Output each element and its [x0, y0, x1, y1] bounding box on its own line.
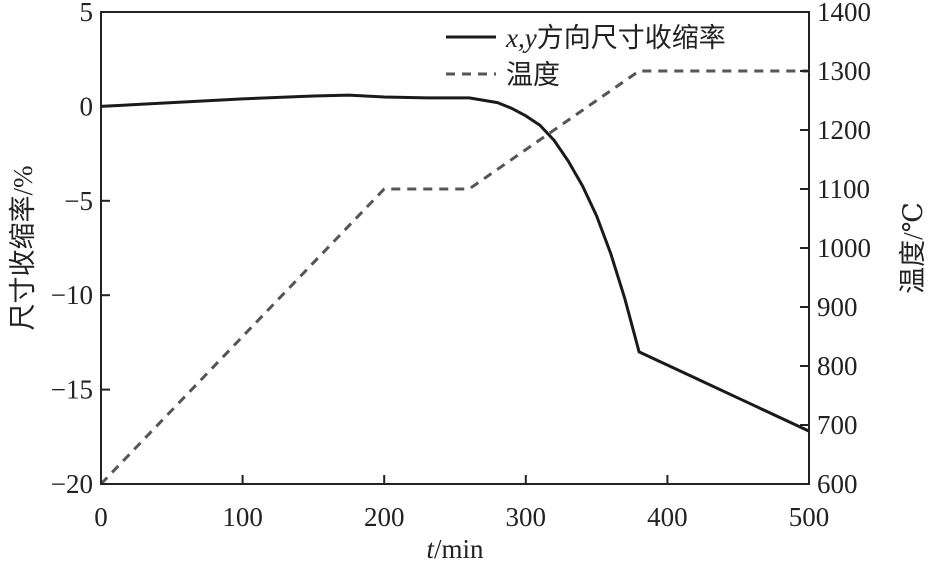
y-right-tick-label: 1100	[817, 174, 870, 204]
plot-frame	[100, 11, 810, 485]
legend-label-temperature: 温度	[506, 60, 560, 90]
y-axis-left-title: 尺寸收缩率/%	[8, 166, 38, 331]
legend: x,y方向尺寸收缩率 温度	[446, 23, 726, 90]
x-tick-label: 500	[789, 502, 830, 532]
y-left-tick-label: −10	[51, 280, 93, 310]
x-tick-label: 0	[94, 502, 108, 532]
y-right-tick-label: 900	[817, 292, 858, 322]
y-right-tick-label: 1300	[817, 56, 871, 86]
y-right-tick-label: 800	[817, 351, 858, 381]
x-tick-label: 200	[364, 502, 405, 532]
y-left-tick-label: 0	[80, 91, 94, 121]
x-axis-title: t/min	[426, 534, 484, 563]
x-tick-label: 300	[506, 502, 547, 532]
x-tick-label: 400	[647, 502, 688, 532]
y-left-tick-label: 5	[80, 0, 94, 27]
legend-label-shrinkage: x,y方向尺寸收缩率	[505, 23, 726, 53]
y-right-tick-label: 600	[817, 469, 858, 499]
x-tick-label: 100	[222, 502, 263, 532]
series-line-temperature	[99, 69, 809, 486]
y-right-tick-label: 1400	[817, 0, 871, 27]
y-axis-right-title: 温度/℃	[898, 202, 928, 294]
y-left-tick-label: −5	[64, 186, 93, 216]
y-right-tick-label: 1000	[817, 233, 871, 263]
y-left-tick-label: −20	[51, 469, 93, 499]
y-right-tick-label: 1200	[817, 115, 871, 145]
y-right-tick-label: 700	[817, 410, 858, 440]
y-left-tick-label: −15	[51, 375, 93, 405]
series-line-shrinkage	[100, 93, 810, 433]
plot-series	[99, 69, 810, 486]
axis-ticks: 0 100 200 300 400 500 5 0 −5 −10 −15 −20 1400 1300 120…	[51, 0, 871, 532]
